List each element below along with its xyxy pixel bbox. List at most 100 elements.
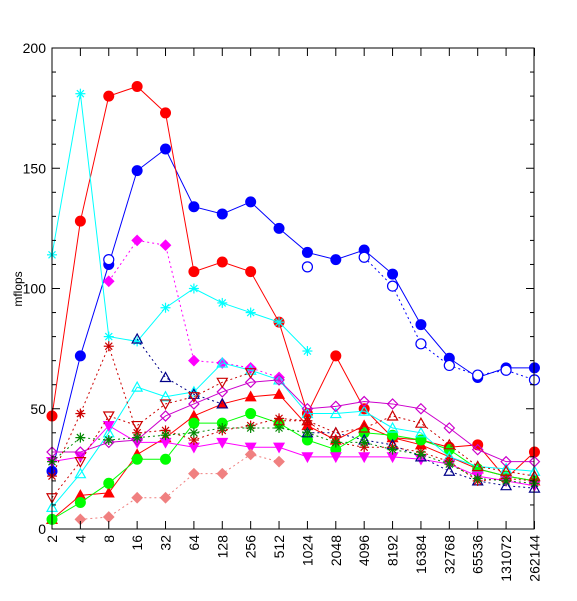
- data-point: [103, 331, 114, 342]
- data-point: [274, 422, 285, 433]
- x-tick-label: 32768: [441, 535, 457, 574]
- data-point: [187, 392, 200, 403]
- data-point: [245, 307, 256, 318]
- data-point: [358, 452, 371, 464]
- data-point: [74, 215, 86, 227]
- data-point: [301, 246, 313, 258]
- data-point: [415, 434, 427, 446]
- data-point: [471, 443, 484, 456]
- data-point: [245, 422, 256, 433]
- x-tick-label: 16384: [413, 535, 429, 574]
- x-tick-label: 64: [186, 535, 202, 551]
- data-point: [471, 460, 484, 472]
- data-point: [132, 432, 143, 443]
- y-tick-label: 50: [30, 401, 46, 417]
- data-point: [74, 497, 86, 509]
- data-point: [302, 427, 313, 438]
- data-point: [216, 397, 229, 409]
- data-point: [415, 449, 426, 460]
- x-axis: 2 4 8 16 32 64 128 256 512 1024 2048 4096 8192 16384 3…: [44, 48, 542, 582]
- data-point: [358, 421, 371, 433]
- series-6: [45, 388, 541, 524]
- series-line: [51, 427, 535, 484]
- series-8: [45, 356, 541, 512]
- data-point: [273, 455, 285, 468]
- data-point: [302, 415, 313, 426]
- data-point: [472, 473, 483, 484]
- y-axis: 0 50 100 150 200: [23, 40, 534, 537]
- data-point: [131, 80, 143, 92]
- data-point: [330, 254, 342, 266]
- data-point: [131, 234, 143, 247]
- data-point: [188, 283, 199, 294]
- series-line: [51, 393, 535, 520]
- data-point: [301, 261, 314, 273]
- data-point: [274, 317, 285, 328]
- data-point: [160, 453, 172, 465]
- x-tick-label: 16: [129, 535, 145, 551]
- data-point: [217, 422, 228, 433]
- x-tick-label: 2: [44, 535, 60, 543]
- data-point: [159, 399, 172, 411]
- data-point: [159, 410, 172, 422]
- data-point: [188, 354, 200, 367]
- data-point: [386, 280, 399, 292]
- x-tick-label: 262144: [526, 535, 542, 582]
- data-point: [415, 402, 427, 415]
- data-point: [216, 377, 229, 389]
- y-tick-label: 100: [23, 281, 47, 297]
- series-16: [74, 448, 285, 526]
- data-point: [329, 407, 342, 419]
- data-point: [160, 430, 171, 441]
- data-point: [75, 408, 86, 419]
- series-line: [51, 362, 535, 508]
- data-point: [216, 356, 229, 368]
- series-line: [80, 453, 280, 520]
- data-point: [102, 486, 115, 498]
- data-point: [75, 432, 86, 443]
- data-point: [102, 511, 115, 523]
- data-point: [330, 350, 342, 362]
- data-point: [244, 376, 257, 389]
- data-point: [159, 239, 172, 252]
- data-point: [500, 462, 513, 474]
- data-point: [216, 437, 229, 449]
- series-1: [46, 143, 540, 477]
- data-point: [273, 222, 285, 234]
- y-tick-label: 0: [38, 521, 46, 537]
- data-point: [216, 208, 228, 220]
- data-point: [330, 437, 341, 448]
- data-point: [102, 275, 115, 288]
- x-tick-label: 256: [243, 535, 259, 559]
- series-line: [51, 344, 535, 482]
- x-tick-label: 128: [214, 535, 230, 559]
- data-point: [188, 417, 200, 429]
- y-tick-label: 150: [23, 160, 47, 176]
- series-layer: [45, 80, 541, 526]
- data-point: [302, 346, 313, 357]
- data-point: [160, 302, 171, 313]
- x-tick-label: 32: [158, 535, 174, 551]
- data-point: [217, 297, 228, 308]
- data-point: [245, 196, 257, 208]
- data-point: [188, 266, 200, 278]
- series-13: [273, 409, 541, 481]
- data-point: [244, 368, 257, 379]
- data-point: [131, 380, 144, 392]
- data-point: [386, 409, 399, 421]
- data-point: [301, 452, 314, 464]
- data-point: [188, 467, 200, 480]
- data-point: [501, 475, 512, 486]
- x-tick-label: 131072: [498, 535, 514, 582]
- data-point: [358, 395, 371, 408]
- data-point: [131, 332, 144, 344]
- y-axis-label: mflops: [11, 271, 25, 306]
- data-point: [500, 364, 512, 376]
- data-point: [414, 426, 427, 438]
- data-point: [102, 411, 115, 423]
- data-point: [414, 416, 427, 428]
- data-point: [273, 388, 286, 399]
- data-point: [131, 453, 143, 465]
- series-line: [51, 85, 535, 480]
- data-point: [131, 165, 143, 177]
